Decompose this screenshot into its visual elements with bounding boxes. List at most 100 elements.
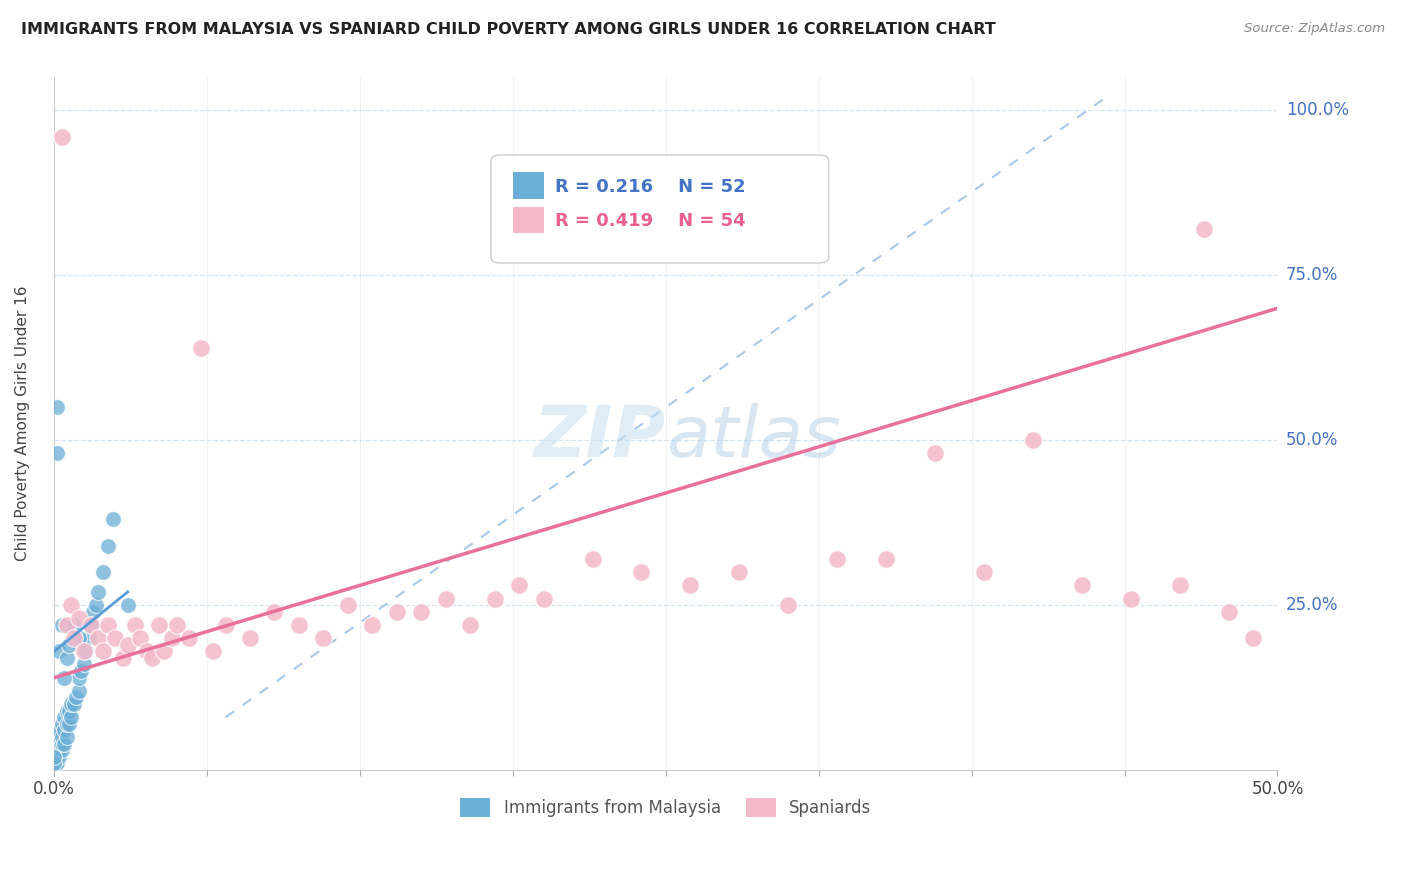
Point — [214, 618, 236, 632]
Point — [44, 756, 66, 771]
Point — [44, 756, 66, 771]
Point — [91, 644, 114, 658]
Point — [458, 618, 481, 632]
Point — [48, 749, 70, 764]
Point — [51, 737, 73, 751]
Point — [45, 730, 67, 744]
Point — [60, 697, 83, 711]
Point — [202, 644, 225, 658]
Point — [48, 743, 70, 757]
Point — [177, 631, 200, 645]
Point — [73, 644, 96, 658]
Point — [80, 618, 103, 632]
Point — [385, 605, 408, 619]
Point — [190, 341, 212, 355]
Text: IMMIGRANTS FROM MALAYSIA VS SPANIARD CHILD POVERTY AMONG GIRLS UNDER 16 CORRELAT: IMMIGRANTS FROM MALAYSIA VS SPANIARD CHI… — [21, 22, 995, 37]
Point — [434, 591, 457, 606]
Legend: Immigrants from Malaysia, Spaniards: Immigrants from Malaysia, Spaniards — [454, 791, 879, 824]
Point — [67, 611, 90, 625]
Point — [336, 598, 359, 612]
Point — [129, 631, 152, 645]
Point — [45, 737, 67, 751]
Point — [75, 644, 97, 658]
Point — [60, 710, 83, 724]
Point — [48, 723, 70, 738]
Point — [1168, 578, 1191, 592]
FancyBboxPatch shape — [491, 155, 828, 263]
Point — [48, 737, 70, 751]
Point — [581, 552, 603, 566]
Point — [48, 644, 70, 658]
Point — [53, 671, 76, 685]
Point — [67, 683, 90, 698]
Point — [263, 605, 285, 619]
Point — [58, 716, 80, 731]
Text: R = 0.419    N = 54: R = 0.419 N = 54 — [554, 212, 745, 230]
Point — [65, 690, 87, 705]
Point — [141, 651, 163, 665]
Text: 100.0%: 100.0% — [1286, 102, 1348, 120]
Point — [825, 552, 848, 566]
Point — [101, 512, 124, 526]
Text: 50.0%: 50.0% — [1286, 431, 1339, 450]
Point — [63, 697, 86, 711]
Point — [53, 723, 76, 738]
Point — [148, 618, 170, 632]
Point — [73, 657, 96, 672]
Text: Source: ZipAtlas.com: Source: ZipAtlas.com — [1244, 22, 1385, 36]
Bar — [513, 207, 544, 234]
Point — [411, 605, 433, 619]
Point — [51, 730, 73, 744]
Point — [45, 756, 67, 771]
Point — [111, 651, 134, 665]
Point — [166, 618, 188, 632]
Point — [1022, 434, 1045, 448]
Point — [44, 749, 66, 764]
Point — [728, 565, 751, 579]
Point — [58, 704, 80, 718]
Point — [51, 618, 73, 632]
Point — [63, 631, 86, 645]
Point — [91, 565, 114, 579]
Point — [117, 598, 139, 612]
Text: ZIP: ZIP — [534, 403, 666, 472]
Point — [1192, 222, 1215, 236]
Point — [45, 749, 67, 764]
Point — [1119, 591, 1142, 606]
Point — [53, 710, 76, 724]
Point — [53, 737, 76, 751]
Point — [1241, 631, 1264, 645]
Point — [533, 591, 555, 606]
Point — [45, 446, 67, 460]
Point — [55, 730, 77, 744]
Bar — [513, 172, 544, 199]
Point — [630, 565, 652, 579]
Point — [82, 605, 104, 619]
Point — [70, 664, 93, 678]
Point — [84, 598, 107, 612]
Point — [55, 651, 77, 665]
Point — [45, 743, 67, 757]
Point — [45, 401, 67, 415]
Point — [117, 638, 139, 652]
Text: 75.0%: 75.0% — [1286, 267, 1339, 285]
Point — [778, 598, 800, 612]
Point — [87, 631, 110, 645]
Point — [55, 704, 77, 718]
Point — [104, 631, 127, 645]
Point — [973, 565, 995, 579]
Point — [60, 598, 83, 612]
Point — [160, 631, 183, 645]
Point — [1218, 605, 1240, 619]
Point — [48, 730, 70, 744]
Text: 25.0%: 25.0% — [1286, 596, 1339, 614]
Y-axis label: Child Poverty Among Girls Under 16: Child Poverty Among Girls Under 16 — [15, 286, 30, 561]
Point — [312, 631, 335, 645]
Point — [97, 539, 120, 553]
Point — [55, 618, 77, 632]
Point — [136, 644, 159, 658]
Point — [875, 552, 897, 566]
Point — [484, 591, 506, 606]
Text: R = 0.216    N = 52: R = 0.216 N = 52 — [554, 178, 745, 196]
Point — [51, 716, 73, 731]
